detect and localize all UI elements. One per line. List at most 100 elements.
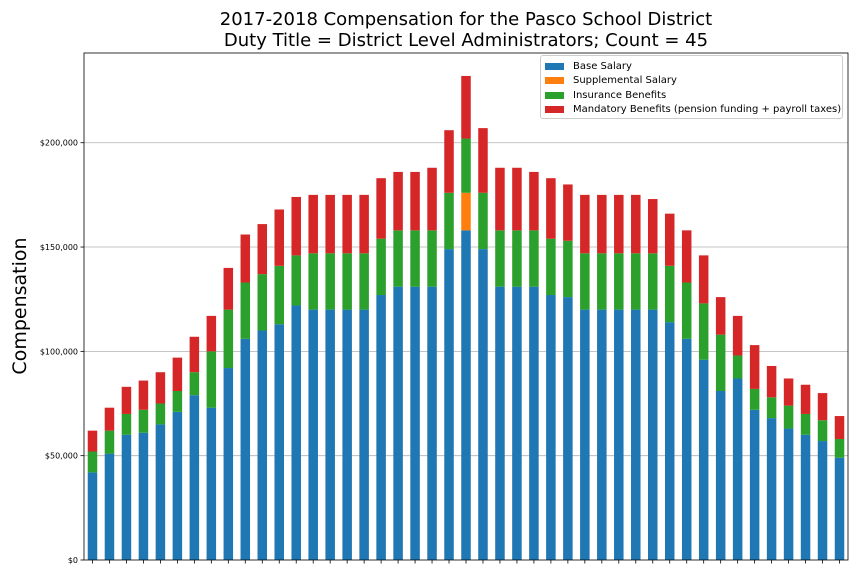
bar-segment [800, 384, 811, 414]
bar-segment [478, 192, 488, 250]
bar-segment [715, 391, 726, 560]
bar-segment [563, 240, 573, 298]
legend-swatch [545, 91, 564, 99]
bar-segment [342, 309, 352, 560]
bar-segment [342, 194, 352, 254]
bar-segment [308, 253, 318, 310]
bar-segment [563, 297, 573, 560]
bar-segment [376, 295, 386, 560]
bar-segment [104, 407, 115, 431]
bar-segment [444, 130, 454, 193]
bar-segment [206, 351, 217, 408]
bar-segment [478, 128, 488, 193]
bar-segment [648, 253, 658, 310]
bar-segment [732, 378, 743, 560]
bar-segment [121, 434, 132, 560]
bar-segment [749, 388, 760, 410]
bar-segment [664, 265, 675, 323]
bar-segment [698, 255, 709, 304]
bar-segment [308, 309, 318, 560]
y-tick-label: $150,000 [40, 243, 78, 252]
bar-segment [580, 309, 590, 560]
bar-segment [834, 438, 845, 458]
bar-segment [87, 451, 98, 473]
chart-title-line-2: Duty Title = District Level Administrato… [223, 30, 709, 51]
bar-segment [393, 171, 403, 231]
bar-segment [376, 178, 386, 239]
bar-segment [359, 309, 369, 560]
bar-segment [580, 194, 590, 254]
bar-segment [648, 309, 658, 560]
bar-segment [444, 249, 454, 560]
bar-segment [681, 230, 692, 283]
bar-segment [308, 194, 318, 254]
bar-segment [359, 253, 369, 310]
bar-segment [698, 359, 709, 560]
bar-segment [427, 230, 437, 287]
y-tick-label: $100,000 [40, 347, 78, 356]
bar-segment [172, 411, 183, 560]
legend-label: Base Salary [573, 60, 632, 72]
bar-segment [87, 430, 98, 452]
bar-segment [478, 249, 488, 560]
bar-segment [257, 330, 268, 560]
bar-segment [783, 428, 794, 560]
bar-segment [257, 274, 268, 331]
bar-segment [257, 224, 268, 275]
bar-segment [614, 309, 624, 560]
legend-item-base-salary: Base Salary [545, 59, 838, 74]
bar-segment [529, 286, 539, 560]
bar-segment [223, 368, 234, 560]
bar-segment [749, 409, 760, 560]
bar-segment [749, 345, 760, 389]
bar-segment [597, 194, 607, 254]
bar-segment [495, 286, 505, 560]
bar-segment [138, 380, 149, 410]
y-tick-label: $200,000 [40, 139, 78, 148]
legend-swatch [545, 77, 564, 85]
bar-segment [495, 230, 505, 287]
bar-segment [563, 184, 573, 241]
bar-segment [325, 253, 335, 310]
bar-segment [291, 196, 301, 256]
bar-segment [512, 230, 522, 287]
bar-segment [393, 286, 403, 560]
bar-segment [410, 286, 420, 560]
bar-segment [512, 286, 522, 560]
bar-segment [189, 395, 200, 560]
bar-segment [614, 194, 624, 254]
bar-segment [495, 167, 505, 231]
bar-segment [461, 75, 471, 139]
bar-segment [817, 441, 828, 560]
bar-segment [206, 315, 217, 352]
bar-segment [648, 199, 658, 254]
bar-segment [155, 372, 166, 404]
bar-segment [698, 303, 709, 360]
bar-segment [631, 194, 641, 254]
bar-segment [410, 230, 420, 287]
bar-segment [206, 407, 217, 560]
bar-segment [732, 315, 743, 356]
legend: Base Salary Supplemental Salary Insuranc… [540, 55, 843, 119]
bar-segment [104, 453, 115, 560]
bar-segment [274, 209, 284, 266]
bar-segment [138, 432, 149, 560]
bar-segment [664, 213, 675, 266]
legend-item-supplemental-salary: Supplemental Salary [545, 74, 838, 89]
legend-swatch [545, 62, 564, 70]
bar-segment [681, 338, 692, 560]
bar-segment [834, 457, 845, 560]
bar-segment [427, 167, 437, 231]
bar-segment [614, 253, 624, 310]
bar-segment [529, 230, 539, 287]
bar-segment [410, 171, 420, 231]
bar-segment [121, 386, 132, 414]
bar-segment [172, 357, 183, 391]
bar-segment [512, 167, 522, 231]
bar-segment [546, 295, 556, 560]
bar-segment [631, 253, 641, 310]
bar-segment [155, 403, 166, 425]
bar-segment [546, 178, 556, 239]
y-tick-label: $50,000 [45, 452, 78, 461]
